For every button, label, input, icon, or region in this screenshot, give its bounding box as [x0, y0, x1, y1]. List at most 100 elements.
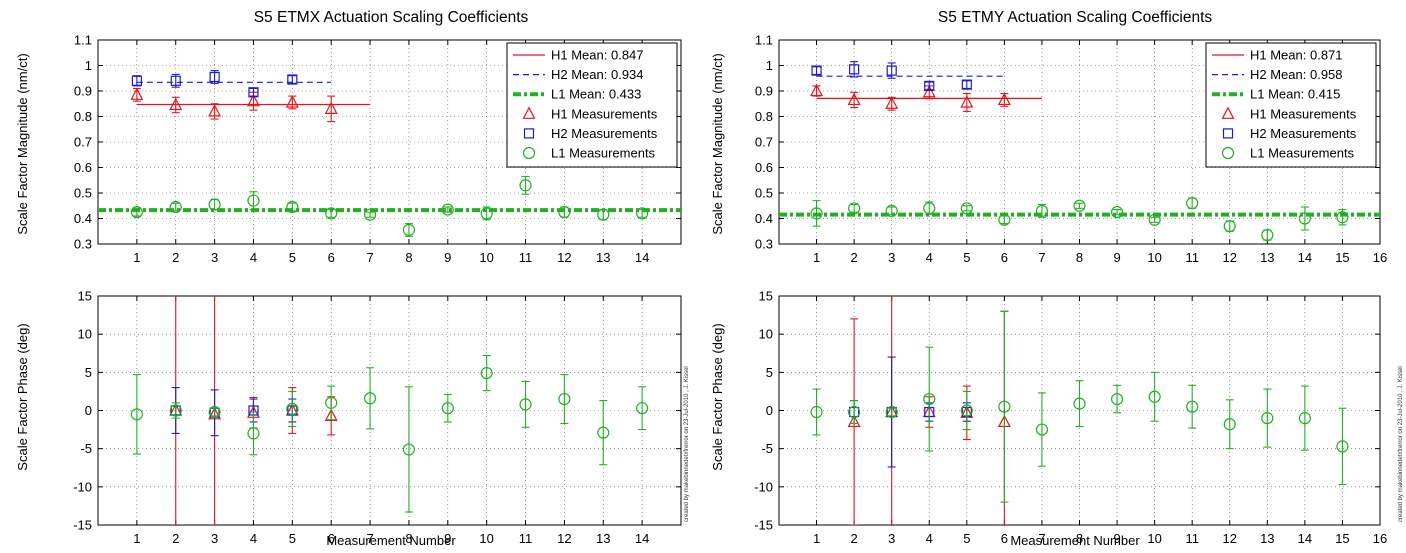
data-point [519, 179, 532, 192]
x-tick-label: 7 [1038, 250, 1045, 265]
etmy-magnitude-panel: 1 2 3 4 5 6 7 8 9 10 11 12 13 14 15 160.30.40.50.60.70.… [755, 33, 1387, 266]
legend-box [1205, 42, 1377, 168]
legend-marker-swatch [1221, 106, 1235, 119]
data-point [922, 84, 936, 98]
y-axis-label: Scale Factor Magnitude (nm/ct) [710, 53, 725, 234]
x-tick-label: 1 [133, 531, 140, 546]
data-point [324, 408, 338, 421]
data-point [1223, 220, 1236, 233]
data-point [170, 75, 181, 86]
x-tick-label: 16 [1373, 531, 1387, 546]
data-point [998, 400, 1011, 413]
x-tick-label: 5 [963, 250, 970, 265]
y-tick-label: 0.9 [755, 84, 773, 99]
x-tick-label: 12 [557, 531, 571, 546]
legend-label: H1 Measurements [1250, 106, 1357, 121]
data-point [636, 402, 649, 415]
x-tick-label: 10 [479, 531, 493, 546]
data-point [363, 392, 377, 405]
legend-marker-swatch [1222, 128, 1234, 139]
data-point [169, 200, 182, 214]
legend: H1 Mean: 0.847 H2 Mean: 0.934 L1 Mean: 0.4… [506, 42, 678, 168]
data-point [1073, 199, 1086, 212]
x-tick-label: 2 [851, 250, 858, 265]
data-point [558, 392, 571, 406]
x-tick-label: 11 [1185, 531, 1199, 546]
plot-content [779, 61, 1380, 242]
legend-box [506, 42, 678, 168]
data-point [402, 223, 416, 237]
x-tick-label: 5 [963, 531, 970, 546]
x-tick-label: 6 [328, 250, 335, 265]
data-point [130, 206, 143, 219]
legend-marker-swatch [1221, 146, 1235, 160]
x-tick-label: 2 [172, 250, 179, 265]
data-point [960, 202, 973, 215]
data-point [208, 198, 221, 211]
legend-marker-swatch [522, 146, 536, 160]
data-point [848, 405, 861, 419]
x-tick-label: 14 [635, 531, 649, 546]
data-point [363, 208, 377, 221]
y-tick-label: 0.7 [74, 135, 92, 150]
y-axis-label: Scale Factor Phase (deg) [15, 323, 30, 470]
legend-label: L1 Measurements [551, 146, 656, 161]
legend-label: H2 Measurements [1250, 126, 1357, 141]
plot-area [98, 296, 681, 525]
y-tick-label: 0 [85, 403, 92, 418]
data-point [636, 207, 649, 220]
data-point [324, 101, 338, 114]
data-point [885, 204, 898, 217]
data-point [558, 206, 571, 219]
data-point [1148, 213, 1161, 226]
legend-label: L1 Measurements [1250, 146, 1355, 161]
data-point [998, 213, 1011, 226]
y-tick-label: -15 [73, 518, 92, 533]
x-tick-label: 3 [888, 531, 895, 546]
x-tick-label: 10 [1147, 250, 1161, 265]
x-tick-label: 8 [1076, 250, 1083, 265]
x-tick-label: 11 [1185, 250, 1199, 265]
data-point [810, 405, 823, 419]
data-point [847, 92, 861, 106]
data-point [885, 96, 899, 109]
data-point [130, 408, 143, 421]
data-point [886, 65, 897, 76]
y-tick-label: 0.6 [755, 160, 773, 175]
y-tick-label: 0.3 [755, 237, 773, 252]
data-point [519, 398, 532, 411]
x-tick-label: 4 [250, 250, 257, 265]
y-tick-label: 10 [78, 327, 92, 342]
data-point [1336, 440, 1349, 453]
data-point [885, 405, 898, 419]
data-point [1110, 392, 1124, 406]
credit-text: created by makebinnedetxfrerror on 23-Ju… [1398, 366, 1404, 522]
x-axis-label: Measurement Number [1010, 533, 1140, 548]
data-point [1336, 211, 1349, 224]
x-tick-label: 8 [405, 250, 412, 265]
data-point [960, 404, 973, 417]
x-tick-label: 9 [444, 250, 451, 265]
data-point [849, 64, 860, 75]
credit-text: created by makebinnedetxfrerror on 23-Ju… [684, 366, 690, 522]
x-tick-label: 12 [557, 250, 571, 265]
chart-title-etmy: S5 ETMY Actuation Scaling Coefficients [938, 9, 1213, 26]
x-tick-label: 15 [1335, 250, 1349, 265]
x-tick-label: 10 [479, 250, 493, 265]
data-point [1110, 206, 1124, 219]
data-point [209, 71, 220, 83]
legend-label: H1 Mean: 0.847 [551, 48, 644, 63]
x-tick-label: 4 [926, 250, 933, 265]
data-point [325, 207, 338, 220]
data-point [1073, 397, 1086, 410]
data-point [1035, 204, 1049, 217]
y-tick-label: 15 [759, 289, 773, 304]
y-tick-label: 10 [759, 327, 773, 342]
data-point [247, 194, 260, 207]
y-axis-label: Scale Factor Phase (deg) [710, 323, 725, 470]
chart-title-etmx: S5 ETMX Actuation Scaling Coefficients [254, 9, 529, 26]
y-tick-label: 1 [85, 58, 92, 73]
legend-label: H2 Mean: 0.934 [551, 67, 644, 82]
y-tick-label: 0.5 [755, 186, 773, 201]
